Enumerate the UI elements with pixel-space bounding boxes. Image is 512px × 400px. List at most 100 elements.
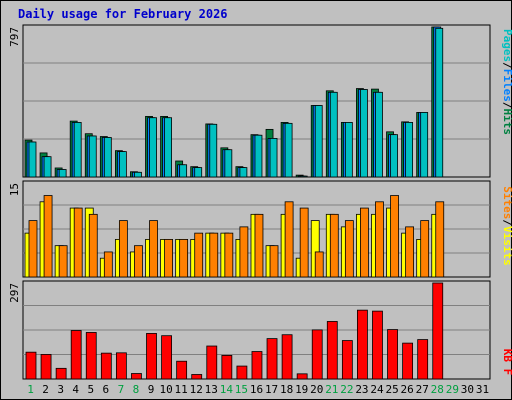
legend-entry: Visits bbox=[501, 226, 512, 266]
bar-sites bbox=[43, 195, 53, 278]
x-tick-label: 26 bbox=[401, 383, 414, 396]
x-tick-label: 15 bbox=[235, 383, 248, 396]
x-tick-label: 12 bbox=[190, 383, 203, 396]
bar-pages bbox=[194, 167, 203, 178]
bar-kbytes bbox=[161, 335, 172, 380]
bar-kbytes bbox=[131, 373, 142, 380]
bar-sites bbox=[224, 232, 234, 278]
x-tick-label: 1 bbox=[27, 383, 34, 396]
x-tick-label: 5 bbox=[87, 383, 94, 396]
bar-pages bbox=[103, 137, 112, 178]
bar-sites bbox=[134, 245, 143, 278]
x-tick-label: 21 bbox=[325, 383, 338, 396]
bar-kbytes bbox=[341, 340, 353, 380]
bar-pages bbox=[299, 175, 308, 178]
x-tick-label: 27 bbox=[416, 383, 429, 396]
bar-sites bbox=[405, 226, 415, 278]
bar-pages bbox=[58, 169, 67, 178]
legend-entry: / bbox=[501, 62, 512, 69]
bar-sites bbox=[179, 238, 189, 278]
legend-entry: / bbox=[501, 219, 512, 226]
bar-sites bbox=[390, 195, 399, 278]
x-tick-label: 9 bbox=[148, 383, 155, 396]
bar-kbytes bbox=[357, 309, 368, 380]
bar-kbytes bbox=[281, 334, 293, 380]
bar-pages bbox=[73, 122, 82, 178]
bar-pages bbox=[314, 105, 323, 178]
legend-entry: Files bbox=[501, 69, 512, 102]
x-tick-label: 14 bbox=[220, 383, 234, 396]
bar-kbytes bbox=[402, 342, 414, 380]
x-tick-label: 24 bbox=[370, 383, 384, 396]
bar-kbytes bbox=[85, 332, 97, 380]
x-tick-label: 30 bbox=[461, 383, 474, 396]
x-tick-label: 3 bbox=[57, 383, 64, 396]
x-tick-label: 23 bbox=[355, 383, 368, 396]
bar-pages bbox=[118, 151, 127, 178]
bar-kbytes bbox=[326, 321, 338, 380]
bar-kbytes bbox=[191, 374, 203, 380]
bar-kbytes bbox=[176, 360, 188, 380]
bar-pages bbox=[390, 134, 398, 178]
x-tick-label: 19 bbox=[295, 383, 308, 396]
legend-entry: Sites bbox=[501, 186, 512, 219]
bar-kbytes bbox=[206, 345, 218, 380]
bar-kbytes bbox=[251, 351, 263, 380]
bar-kbytes bbox=[236, 365, 248, 380]
bar-sites bbox=[28, 220, 38, 278]
legend-kbytes: KB F bbox=[501, 349, 512, 376]
legend-sites-visits: Sites/Visits bbox=[501, 186, 512, 266]
x-tick-label: 11 bbox=[175, 383, 188, 396]
x-tick-label: 16 bbox=[250, 383, 263, 396]
bar-sites bbox=[88, 213, 98, 278]
bar-kbytes bbox=[296, 373, 308, 380]
bar-pages bbox=[420, 112, 429, 178]
bar-sites bbox=[239, 226, 249, 278]
x-tick-label: 22 bbox=[340, 383, 353, 396]
bar-kbytes bbox=[221, 355, 233, 380]
x-tick-label: 20 bbox=[310, 383, 323, 396]
legend-entry: Pages bbox=[501, 29, 512, 62]
bar-pages bbox=[375, 91, 383, 178]
bar-sites bbox=[58, 245, 68, 278]
bar-sites bbox=[118, 220, 128, 278]
y-max-label-kbytes: 297 bbox=[8, 283, 21, 303]
bar-kbytes bbox=[417, 339, 429, 380]
bar-pages bbox=[28, 141, 37, 178]
bar-pages bbox=[344, 122, 353, 178]
legend-entry: Hits bbox=[501, 109, 512, 136]
bar-kbytes bbox=[266, 338, 278, 380]
bar-sites bbox=[420, 220, 430, 278]
bar-pages bbox=[164, 117, 172, 178]
bar-sites bbox=[149, 220, 158, 278]
bar-pages bbox=[284, 122, 293, 178]
bar-sites bbox=[254, 213, 264, 278]
bar-kbytes bbox=[70, 330, 82, 380]
bar-pages bbox=[224, 149, 233, 178]
bar-kbytes bbox=[25, 351, 37, 380]
legend-hits-files-pages: Pages/Files/Hits bbox=[501, 29, 512, 135]
x-tick-label: 2 bbox=[42, 383, 49, 396]
bar-pages bbox=[360, 89, 368, 178]
bar-sites bbox=[375, 201, 384, 278]
legend-entry: F bbox=[501, 369, 512, 376]
x-tick-label: 4 bbox=[72, 383, 79, 396]
bar-sites bbox=[284, 201, 294, 278]
chart-title: Daily usage for February 2026 bbox=[18, 7, 228, 21]
bar-sites bbox=[164, 238, 173, 278]
x-tick-label: 10 bbox=[159, 383, 172, 396]
bar-pages bbox=[209, 123, 218, 178]
bar-kbytes bbox=[115, 352, 127, 380]
bar-sites bbox=[299, 207, 309, 278]
x-tick-label: 29 bbox=[446, 383, 459, 396]
bar-pages bbox=[134, 171, 142, 178]
bar-kbytes bbox=[311, 329, 323, 380]
bar-pages bbox=[435, 27, 444, 178]
bar-sites bbox=[73, 207, 83, 278]
bar-kbytes bbox=[372, 310, 383, 380]
x-tick-label: 31 bbox=[476, 383, 489, 396]
x-tick-label: 6 bbox=[103, 383, 110, 396]
bar-kbytes bbox=[432, 282, 444, 380]
x-tick-label: 28 bbox=[431, 383, 444, 396]
bar-kbytes bbox=[387, 329, 398, 380]
